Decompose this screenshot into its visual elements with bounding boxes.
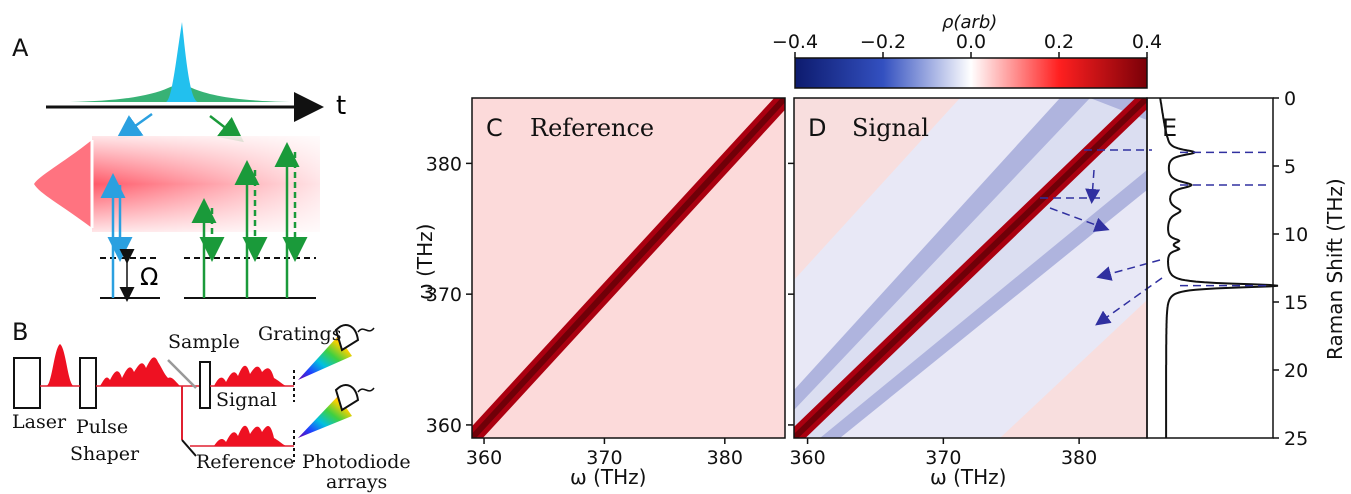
y-tick-label: 10 — [1284, 224, 1308, 246]
colorbar-tick-label: 0.0 — [956, 31, 986, 53]
arrays-label: arrays — [326, 471, 387, 493]
photodiode-2 — [334, 384, 360, 412]
beam-profile — [34, 140, 92, 228]
signal-pulse — [214, 365, 286, 386]
panel-a: A t Ω — [12, 22, 346, 302]
photodiode-label: Photodiode — [302, 451, 411, 473]
panel-title-d: Signal — [852, 114, 929, 142]
y-tick-label: 360 — [426, 415, 462, 437]
narrowband-pulse — [166, 22, 198, 102]
y-tick-label: 25 — [1284, 428, 1308, 450]
panel-d: D Signal 360 370 380 ω (THz) — [788, 97, 1163, 489]
x-axis-label-c: ω (THz) — [570, 465, 646, 489]
laser-label: Laser — [12, 411, 67, 433]
sample-label: Sample — [168, 331, 240, 353]
x-tick-label: 360 — [789, 447, 825, 469]
pump-arrow — [115, 112, 153, 140]
laser-pulse — [46, 344, 74, 386]
panel-label-d: D — [808, 114, 826, 142]
shaped-pulse — [100, 357, 180, 386]
plot-frame-c — [471, 97, 786, 439]
spectrum-fan-1 — [298, 336, 352, 380]
colorbar-gradient — [794, 57, 1148, 89]
raman-spectrum-line — [1159, 97, 1279, 439]
y-tick-label: 0 — [1284, 88, 1296, 110]
reference-pulse — [214, 425, 286, 446]
y-tick-label: 5 — [1284, 156, 1296, 178]
colorbar-tick-label: 0.2 — [1044, 31, 1074, 53]
time-axis-label: t — [336, 91, 346, 121]
peak-arrow — [1049, 207, 1110, 232]
y-axis-label-e: Raman Shift (THz) — [1323, 178, 1347, 360]
signal-label: Signal — [216, 389, 277, 411]
colorbar-tick-label: 0.4 — [1132, 31, 1162, 53]
colorbar-label: ρ(arb) — [942, 12, 997, 33]
colorbar-tick-label: −0.4 — [772, 31, 818, 53]
sample-box — [199, 361, 211, 409]
panel-label-b: B — [12, 318, 28, 346]
panel-title-c: Reference — [530, 114, 654, 142]
y-tick-label: 370 — [426, 284, 462, 306]
x-tick-label: 370 — [925, 447, 961, 469]
beam-splitter — [167, 359, 197, 389]
panel-b: B Sample Gratings Signal Laser Pulse Sha… — [12, 318, 411, 493]
x-tick-label: 380 — [707, 447, 743, 469]
y-tick-label: 380 — [426, 153, 462, 175]
colorbar-tick-label: −0.2 — [860, 31, 906, 53]
photodiode-1 — [334, 324, 360, 352]
pulse-label: Pulse — [76, 416, 128, 438]
panel-label-a: A — [12, 34, 29, 62]
pulse-shaper-box — [79, 357, 97, 409]
panel-c: C Reference 360 370 380 360 370 380 ω (THz) ω… — [413, 97, 786, 489]
y-tick-label: 15 — [1284, 292, 1308, 314]
panel-label-c: C — [486, 114, 503, 142]
y-axis-label-c: ω (THz) — [413, 224, 437, 300]
colorbar: ρ(arb) −0.4 −0.2 0.0 0.2 0.4 — [772, 12, 1162, 89]
shaper-label: Shaper — [70, 443, 140, 465]
omega-label: Ω — [140, 263, 158, 291]
plot-frame-e — [1146, 97, 1274, 439]
reference-label: Reference — [196, 451, 294, 473]
probe-arrow — [209, 115, 244, 143]
laser-box — [13, 357, 41, 409]
x-tick-label: 360 — [466, 447, 502, 469]
x-tick-label: 380 — [1061, 447, 1097, 469]
x-axis-label-d: ω (THz) — [930, 465, 1006, 489]
y-tick-label: 20 — [1284, 360, 1308, 382]
gratings-label: Gratings — [258, 323, 341, 345]
x-tick-label: 370 — [586, 447, 622, 469]
spectrum-fan-2 — [298, 396, 352, 438]
